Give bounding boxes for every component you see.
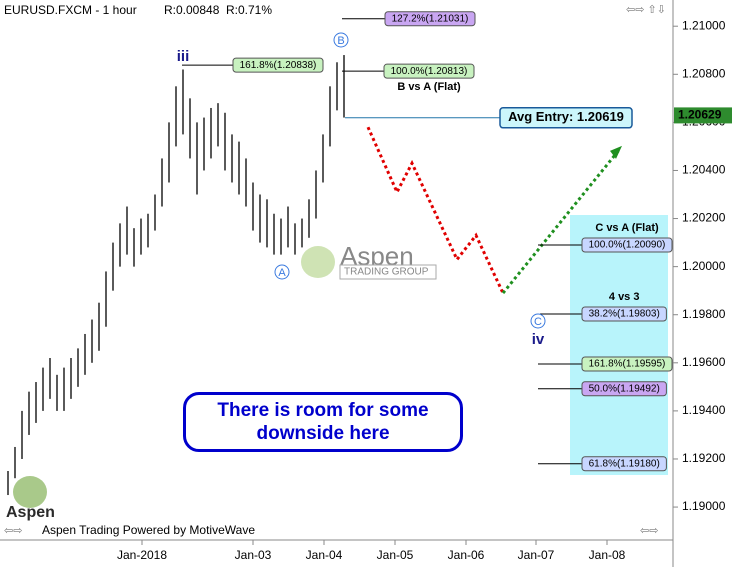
avg-entry-label: Avg Entry: 1.20619 bbox=[508, 109, 624, 124]
y-tick-label: 1.19000 bbox=[682, 499, 726, 513]
wave-label: B bbox=[337, 35, 344, 47]
level-box bbox=[581, 456, 667, 472]
y-tick-label: 1.21000 bbox=[682, 18, 726, 32]
wave-label: A bbox=[278, 267, 286, 279]
level-box bbox=[384, 11, 476, 27]
level-label: 161.8%(1.20838) bbox=[240, 60, 317, 71]
corner-logo-leaf bbox=[13, 476, 47, 508]
avg-entry-box bbox=[499, 107, 633, 129]
logo-tagline: TRADING GROUP bbox=[344, 267, 429, 278]
y-tick-label: 1.19800 bbox=[682, 307, 726, 321]
x-tick-label: Jan-06 bbox=[448, 548, 485, 562]
nav-icons[interactable]: ⇦⇨ bbox=[4, 525, 22, 537]
level-note: C vs A (Flat) bbox=[595, 222, 659, 234]
nav-icons[interactable]: ⇦⇨ ⇧⇩ bbox=[626, 4, 666, 16]
level-box bbox=[581, 306, 667, 322]
y-tick-label: 1.19400 bbox=[682, 403, 726, 417]
current-price-box bbox=[674, 107, 732, 124]
wave-circle bbox=[530, 313, 546, 329]
level-label: 38.2%(1.19803) bbox=[589, 309, 660, 320]
level-box bbox=[581, 381, 667, 397]
level-label: 100.0%(1.20090) bbox=[589, 240, 666, 251]
wave-label: iii bbox=[177, 48, 190, 65]
x-tick-label: Jan-08 bbox=[589, 548, 626, 562]
level-box bbox=[232, 57, 324, 73]
current-price-label: 1.20629 bbox=[678, 108, 722, 122]
nav-icons[interactable]: ⇦⇨ bbox=[640, 525, 658, 537]
wave-label: C bbox=[534, 316, 542, 328]
level-label: 100.0%(1.20813) bbox=[391, 66, 468, 77]
callout-line: There is room for some bbox=[217, 400, 429, 421]
x-tick-label: Jan-04 bbox=[306, 548, 343, 562]
callout: There is room for some downside here bbox=[183, 392, 463, 452]
stat: R:0.71% bbox=[226, 3, 272, 17]
x-tick-label: Jan-2018 bbox=[117, 548, 167, 562]
x-tick-label: Jan-07 bbox=[518, 548, 555, 562]
y-tick-label: 1.20800 bbox=[682, 66, 726, 80]
level-box bbox=[581, 237, 673, 253]
y-tick-label: 1.20400 bbox=[682, 163, 726, 177]
level-note: B vs A (Flat) bbox=[397, 81, 461, 93]
level-box bbox=[383, 63, 475, 79]
corner-logo: Aspen bbox=[6, 504, 55, 521]
wave-circle bbox=[274, 264, 290, 280]
projection-path bbox=[366, 126, 505, 294]
x-tick-label: Jan-03 bbox=[235, 548, 272, 562]
level-note: 4 vs 3 bbox=[609, 291, 640, 303]
y-tick-label: 1.20000 bbox=[682, 259, 726, 273]
wave-circle bbox=[333, 32, 349, 48]
wave-label: iv bbox=[532, 331, 545, 348]
y-tick-label: 1.19200 bbox=[682, 451, 726, 465]
projection-path bbox=[501, 147, 622, 295]
y-tick-label: 1.20200 bbox=[682, 211, 726, 225]
logo-leaf bbox=[301, 246, 335, 278]
level-label: 50.0%(1.19492) bbox=[589, 383, 660, 394]
level-label: 61.8%(1.19180) bbox=[589, 458, 660, 469]
y-tick-label: 1.19600 bbox=[682, 355, 726, 369]
level-label: 127.2%(1.21031) bbox=[392, 13, 469, 24]
logo-tagline-box bbox=[339, 264, 437, 280]
stat: R:0.00848 bbox=[164, 3, 220, 17]
target-zone bbox=[570, 215, 668, 475]
symbol: EURUSD.FXCM - 1 hour bbox=[4, 3, 137, 17]
footer: Aspen Trading Powered by MotiveWave bbox=[42, 523, 255, 537]
x-tick-label: Jan-05 bbox=[377, 548, 414, 562]
arrow-head bbox=[610, 145, 622, 159]
level-label: 161.8%(1.19595) bbox=[589, 359, 666, 370]
level-box bbox=[581, 356, 673, 372]
callout-line: downside here bbox=[256, 423, 390, 444]
